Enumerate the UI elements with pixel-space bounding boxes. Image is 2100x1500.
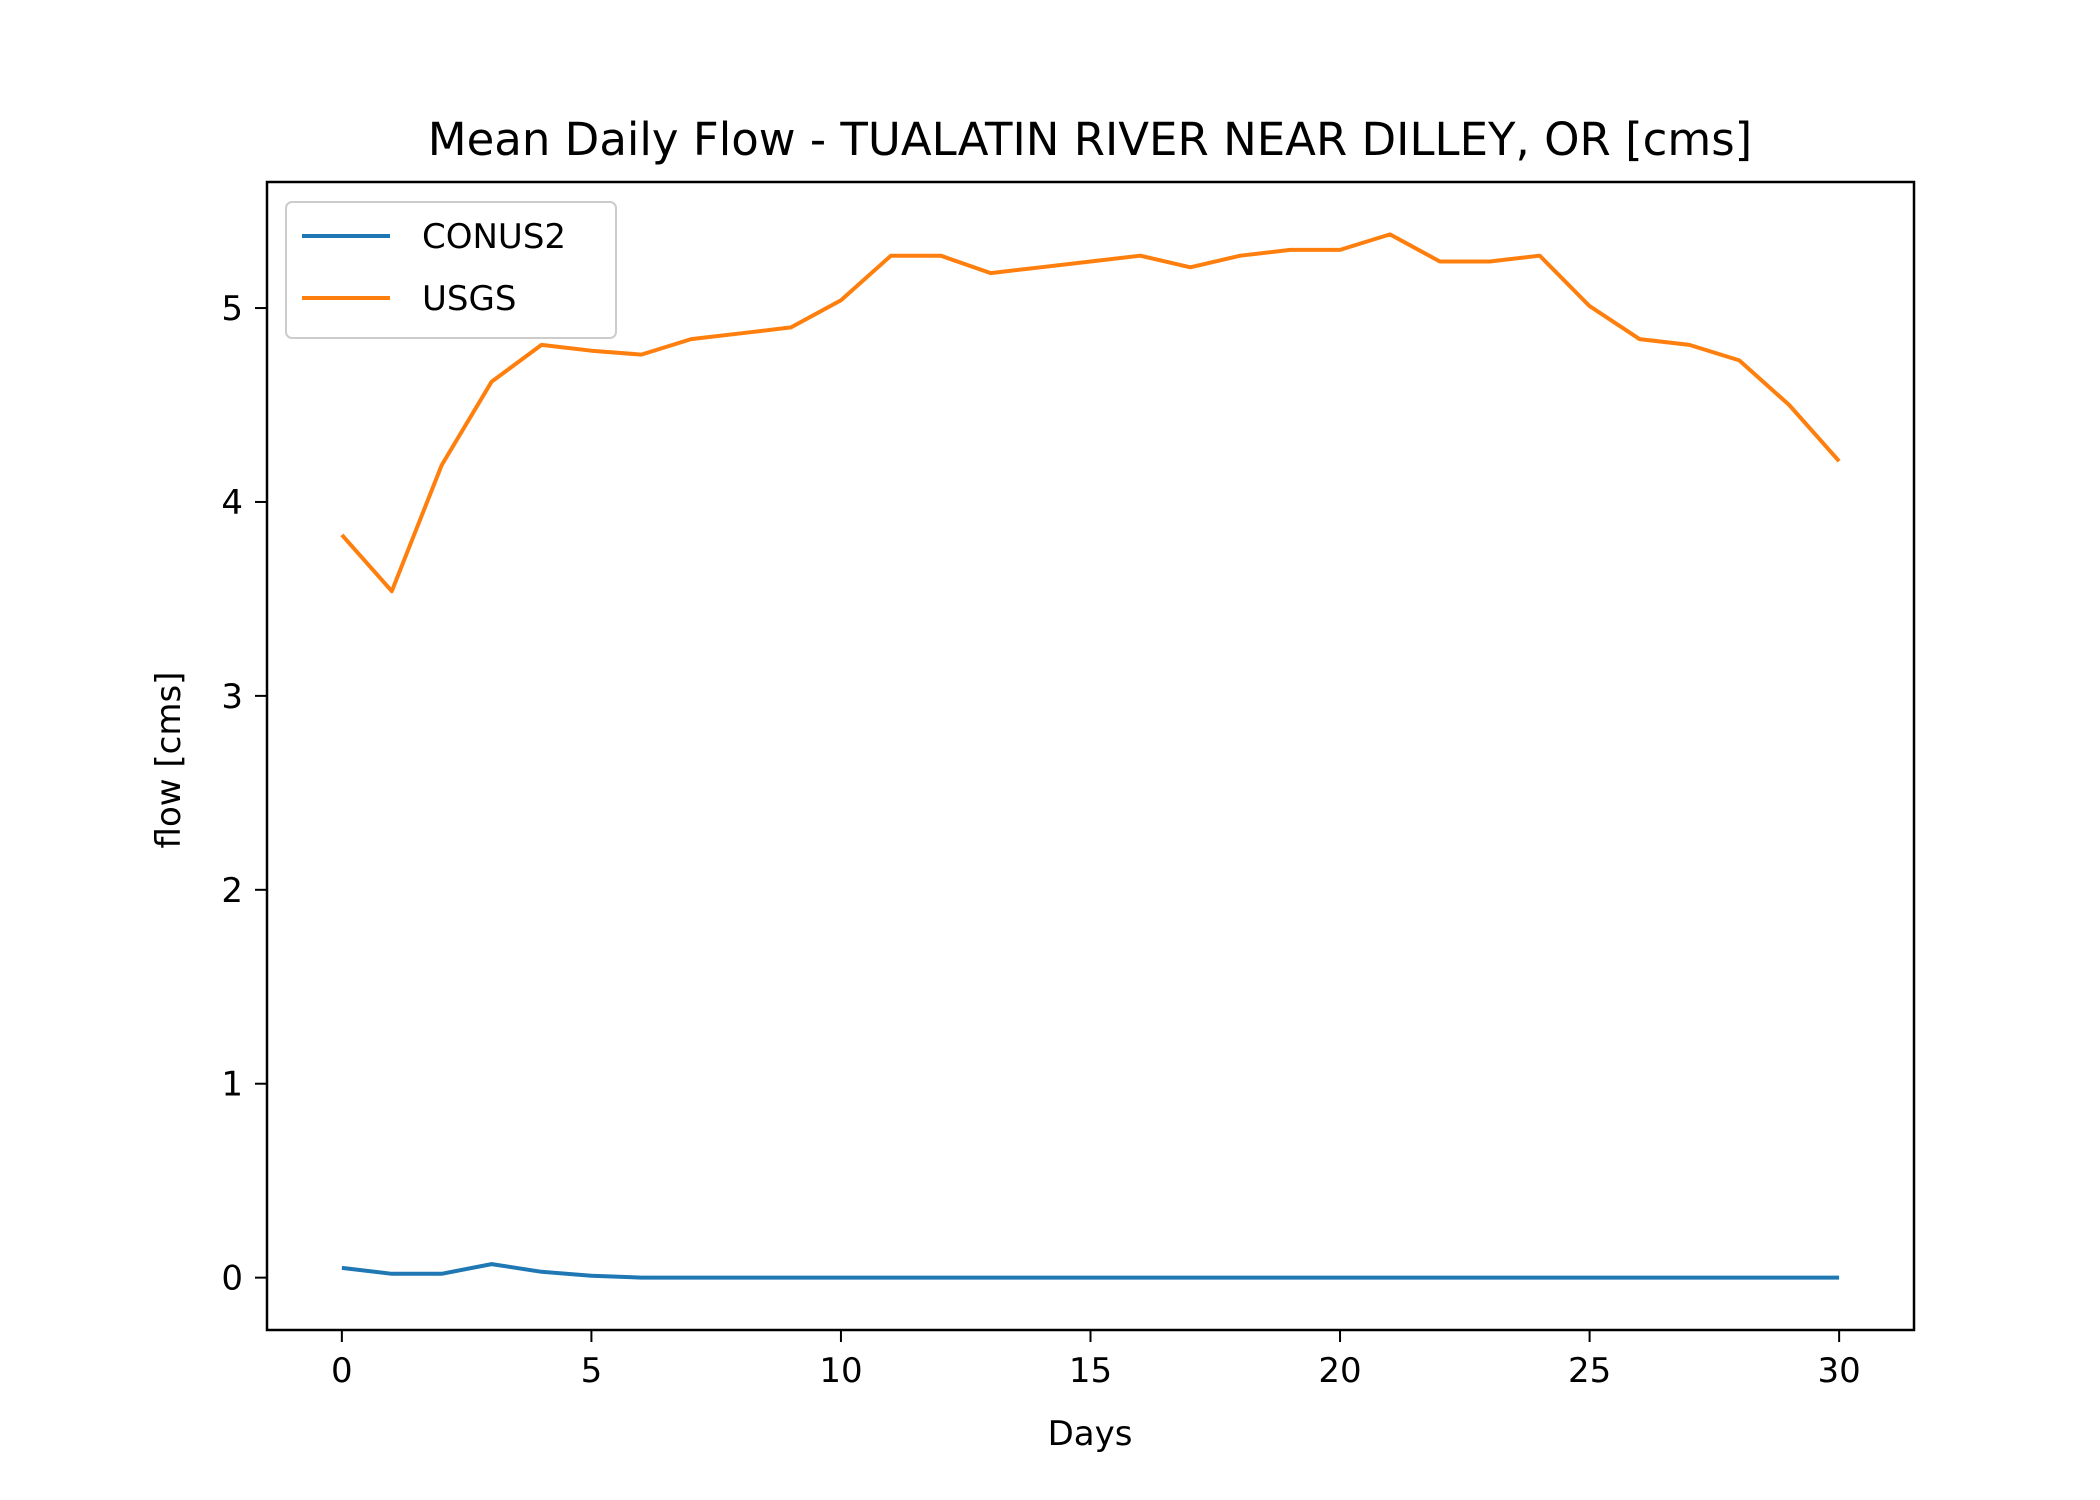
y-tick-label: 0 bbox=[221, 1259, 243, 1299]
y-axis: 0 1 2 3 4 5 bbox=[221, 289, 267, 1299]
legend-label-conus2: CONUS2 bbox=[422, 217, 566, 257]
series-group bbox=[340, 232, 1841, 1280]
x-tick-label: 10 bbox=[819, 1351, 862, 1391]
x-tick-label: 0 bbox=[331, 1351, 353, 1391]
y-tick-label: 4 bbox=[221, 483, 243, 523]
x-tick-label: 15 bbox=[1069, 1351, 1112, 1391]
y-tick-label: 1 bbox=[221, 1065, 243, 1105]
y-tick-label: 3 bbox=[221, 677, 243, 717]
y-axis-label: flow [cms] bbox=[149, 672, 189, 849]
chart-title: Mean Daily Flow - TUALATIN RIVER NEAR DI… bbox=[428, 113, 1752, 166]
y-tick-label: 5 bbox=[221, 289, 243, 329]
series-line-conus2 bbox=[341, 1262, 1840, 1280]
legend: CONUS2 USGS bbox=[285, 201, 617, 339]
x-tick-label: 5 bbox=[581, 1351, 603, 1391]
x-axis: 0 5 10 15 20 25 30 bbox=[331, 1330, 1861, 1391]
y-tick-label: 2 bbox=[221, 871, 243, 911]
x-tick-label: 30 bbox=[1818, 1351, 1861, 1391]
series-line-usgs bbox=[340, 232, 1841, 594]
legend-label-usgs: USGS bbox=[422, 279, 516, 319]
x-tick-label: 25 bbox=[1568, 1351, 1611, 1391]
x-axis-label: Days bbox=[1048, 1414, 1133, 1454]
x-tick-label: 20 bbox=[1318, 1351, 1361, 1391]
plot-frame bbox=[265, 180, 1916, 1332]
